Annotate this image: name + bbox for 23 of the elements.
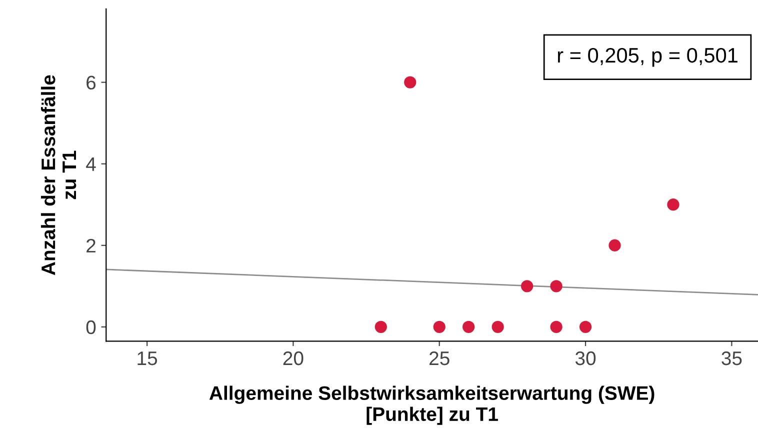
x-tick-label: 35 — [722, 351, 742, 366]
x-tick-label: 20 — [283, 351, 304, 366]
x-tick-label: 30 — [575, 351, 596, 366]
point — [667, 198, 680, 211]
point — [608, 239, 621, 252]
point — [520, 280, 534, 292]
y-tick-label: 0 — [86, 320, 96, 334]
y-axis-title: Anzahl der Essanfälle zu T1 — [40, 75, 76, 276]
point — [550, 320, 562, 333]
point — [433, 320, 446, 333]
annotation: r = 0,205, p = 0,501 — [558, 48, 738, 67]
x-axis-title: Allgemeine Selbstwirksamkeitserwartung (SWE) [Punkte] zu T1 — [209, 386, 654, 425]
x-tick-label: 25 — [430, 351, 450, 366]
point — [404, 76, 416, 88]
y-tick-label: 6 — [86, 76, 96, 90]
point — [579, 320, 592, 333]
y-tick-label: 4 — [86, 158, 96, 171]
point — [550, 280, 562, 292]
point — [462, 320, 475, 333]
y-tick-label: 2 — [86, 238, 96, 252]
point — [374, 320, 387, 333]
point — [492, 320, 504, 333]
x-tick-label: 15 — [138, 352, 158, 366]
